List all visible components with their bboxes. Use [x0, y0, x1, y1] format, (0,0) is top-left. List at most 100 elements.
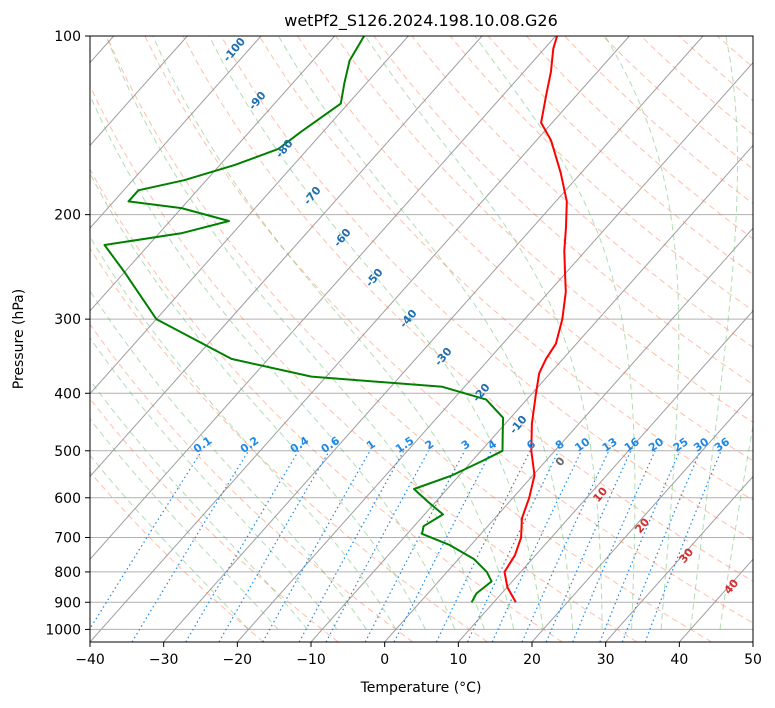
- y-tick-label: 600: [54, 491, 81, 507]
- mixing-ratio-label: 0.4: [288, 434, 312, 456]
- dry-adiabat-label: -30: [432, 345, 455, 369]
- mixing-ratio-line: [491, 450, 582, 642]
- mixing-ratio-label: 25: [671, 435, 691, 454]
- mixing-ratio-line: [644, 450, 722, 642]
- y-tick-label: 800: [54, 565, 81, 581]
- dry-adiabat-line: [526, 36, 753, 240]
- x-tick-label: −10: [296, 652, 326, 668]
- x-tick-label: 20: [523, 652, 541, 668]
- moist-adiabat-line: [90, 454, 249, 630]
- dry-adiabat-line: [90, 397, 339, 642]
- mixing-ratio-line: [262, 450, 371, 642]
- moist-adiabat-line: [90, 172, 426, 630]
- isotherm-line: [752, 641, 753, 642]
- dry-adiabat-line: [411, 36, 753, 348]
- dry-adiabat-label: -70: [301, 184, 324, 208]
- moist-adiabat-label: 40: [721, 576, 741, 596]
- y-tick-label: 700: [54, 531, 81, 547]
- moist-adiabat-label: 0: [553, 454, 568, 468]
- dry-adiabat-label: -10: [507, 413, 530, 437]
- dry-adiabat-line: [678, 36, 753, 102]
- moist-adiabat-line: [719, 423, 753, 630]
- mixing-ratio-label: 1.5: [393, 434, 416, 456]
- isotherm-line: [310, 144, 753, 642]
- mixing-ratio-label: 0.1: [191, 434, 214, 456]
- moist-adiabat-label: 30: [676, 545, 696, 565]
- y-tick-label: 500: [54, 444, 81, 460]
- moist-adiabat-line: [90, 418, 279, 630]
- isotherm-line: [90, 36, 409, 395]
- isotherm-line: [90, 36, 557, 560]
- mixing-ratio-line: [466, 450, 560, 642]
- dry-adiabat-line: [335, 36, 753, 423]
- isotherm-line: [163, 36, 704, 642]
- isotherm-line: [90, 36, 188, 147]
- moist-adiabat-line: [90, 235, 397, 630]
- chart-title: wetPf2_S126.2024.198.10.08.G26: [284, 11, 558, 31]
- moist-adiabat-line: [364, 36, 603, 630]
- x-axis-ticks: −40 −30 −20 −10 0 10 20 30 40 50: [75, 642, 762, 668]
- dry-adiabat-label: -90: [246, 89, 269, 113]
- moist-adiabat-line: [474, 36, 636, 630]
- dry-adiabat-line: [449, 36, 753, 312]
- mixing-ratio-line: [298, 450, 405, 642]
- x-tick-label: −30: [149, 652, 179, 668]
- mixing-ratio-label: 0.2: [238, 434, 261, 456]
- temperature-line: [503, 36, 568, 603]
- x-tick-label: 0: [380, 652, 389, 668]
- dry-adiabat-line: [90, 84, 638, 642]
- mixing-ratio-label: 36: [712, 435, 732, 455]
- x-axis-label: Temperature (°C): [360, 680, 482, 696]
- mixing-ratio-line: [572, 450, 656, 642]
- mixing-ratio-line: [218, 450, 330, 642]
- isotherm-line: [384, 227, 753, 642]
- y-tick-label: 100: [54, 29, 81, 45]
- x-tick-label: 40: [670, 652, 688, 668]
- y-tick-label: 300: [54, 312, 81, 328]
- mixing-ratio-label: 13: [600, 435, 620, 454]
- dewpoint-line: [103, 36, 505, 603]
- dry-adiabat-label: -80: [273, 137, 296, 161]
- mixing-ratio-label: 6: [524, 437, 538, 452]
- isotherm-line: [90, 36, 630, 642]
- dry-adiabat-line: [90, 168, 563, 642]
- mixing-ratio-label: 30: [691, 435, 711, 455]
- sounding-lines: [103, 36, 568, 603]
- dry-adiabat-line: [90, 323, 414, 642]
- mixing-ratio-line: [131, 450, 250, 642]
- isotherm-line: [90, 36, 483, 478]
- moist-adiabat-line: [90, 379, 308, 630]
- x-tick-label: 50: [744, 652, 762, 668]
- y-axis-label: Pressure (hPa): [11, 289, 27, 389]
- isotherm-line: [457, 310, 753, 642]
- moist-adiabat-line: [152, 36, 515, 630]
- moist-adiabat-line: [690, 36, 738, 630]
- isotherm-line: [678, 558, 753, 642]
- y-tick-label: 400: [54, 386, 81, 402]
- isotherm-line: [605, 475, 753, 642]
- mixing-ratio-label: 16: [622, 435, 642, 455]
- mixing-ratio-label: 2: [423, 437, 437, 452]
- moist-adiabat-label: 20: [632, 515, 652, 535]
- plot-frame: [89, 35, 754, 643]
- moist-adiabat-line: [105, 36, 485, 630]
- moist-adiabat-line: [90, 94, 456, 630]
- mixing-ratio-label: 4: [485, 437, 499, 452]
- x-tick-label: −20: [223, 652, 253, 668]
- mixing-ratio-line: [435, 450, 531, 642]
- dry-adiabat-line: [297, 36, 753, 462]
- mixing-ratio-line: [185, 450, 300, 642]
- mixing-ratio-line: [325, 450, 430, 642]
- moist-adiabat-line: [278, 36, 574, 630]
- y-axis-ticks: 100 200 300 400 500 600 700 800 900 1000: [45, 29, 90, 638]
- isotherm-line: [531, 392, 753, 642]
- mixing-ratio-line: [545, 450, 632, 642]
- dry-adiabat-label: -20: [470, 381, 493, 405]
- y-tick-label: 1000: [45, 622, 81, 638]
- moist-adiabat-line: [208, 36, 544, 630]
- x-tick-label: 10: [449, 652, 467, 668]
- x-tick-label: −40: [75, 652, 105, 668]
- moist-adiabat-line: [604, 36, 680, 630]
- isotherm-line: [236, 61, 753, 642]
